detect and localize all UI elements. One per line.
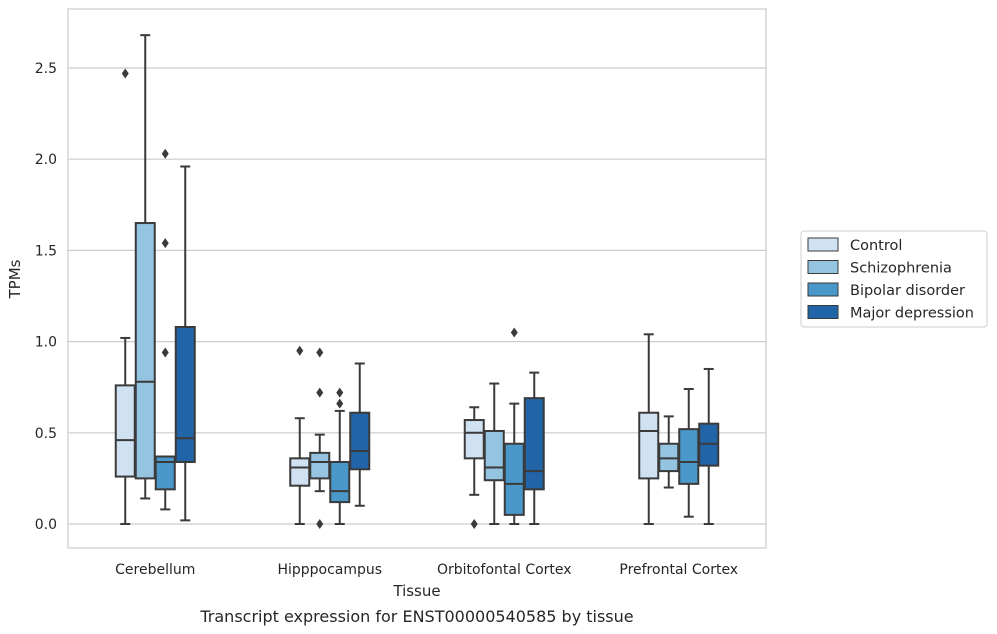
box-body [134,222,156,480]
x-tick-label: Hipppocampus [277,562,382,578]
chart-caption: Transcript expression for ENST0000054058… [199,607,633,626]
outlier-point [121,68,129,79]
box-bipolar-disorder [154,148,176,511]
y-tick-label: 2.0 [35,152,57,168]
boxes [114,34,720,529]
legend-swatch [807,282,839,297]
outlier-point [316,387,324,398]
box-body [309,451,331,480]
box-body [638,411,660,480]
legend-item-label: Bipolar disorder [850,283,965,299]
y-axis-label: TPMs [6,259,24,299]
legend-swatch [807,237,839,252]
box-body [329,460,351,504]
box-bipolar-disorder [329,387,351,525]
y-tick-label: 0.0 [35,517,57,533]
box-schizophrenia [134,34,156,500]
legend-item-label: Control [850,238,902,254]
box-body [174,326,196,463]
box-bipolar-disorder [503,327,525,525]
box-bipolar-disorder [678,388,700,518]
outlier-point [296,345,304,356]
box-schizophrenia [483,382,505,525]
legend-frame [800,230,988,328]
box-body [114,384,136,478]
x-tick-label: Prefrontal Cortex [619,562,738,578]
x-tick-label: Orbitofontal Cortex [437,562,572,578]
legend-item-label: Major depression [850,306,974,322]
box-control [289,345,311,525]
outlier-point [161,347,169,358]
box-body [523,397,545,491]
box-body [289,457,311,487]
box-schizophrenia [658,415,680,489]
legend: Control Schizophrenia Bipolar disorder Majo… [800,230,988,328]
outlier-point [316,519,324,529]
outlier-point [336,387,344,398]
x-tick-label: Cerebellum [115,562,195,578]
box-schizophrenia [309,347,331,529]
y-tick-label: 1.5 [35,243,57,259]
box-major-depression [698,367,720,525]
legend-swatch [807,260,839,274]
outlier-point [161,238,169,249]
outlier-point [510,327,518,338]
box-control [638,333,660,525]
box-body [483,429,505,482]
y-tick-label: 0.5 [35,426,57,442]
box-major-depression [523,371,545,525]
legend-swatch [807,305,839,319]
y-tick-label: 1.0 [35,335,57,351]
y-tick-labels: 0.0 0.5 1.0 1.5 2.0 2.5 [35,61,57,533]
box-control [114,68,136,525]
x-tick-labels: Cerebellum Hipppocampus Orbitofontal Corte… [115,562,738,578]
y-tick-label: 2.5 [35,61,57,77]
box-body [463,419,485,460]
box-body [349,411,371,471]
box-major-depression [349,362,371,507]
box-major-depression [174,165,196,522]
x-axis-label: Tissue [392,582,440,600]
box-body [154,455,176,491]
outlier-point [470,519,478,529]
outlier-point [336,398,344,409]
box-body [678,428,700,485]
box-control [463,406,485,529]
outlier-point [161,148,169,159]
legend-item-label: Schizophrenia [850,261,952,277]
plot-area [67,8,767,549]
outlier-point [316,347,324,358]
box-body [503,442,525,516]
